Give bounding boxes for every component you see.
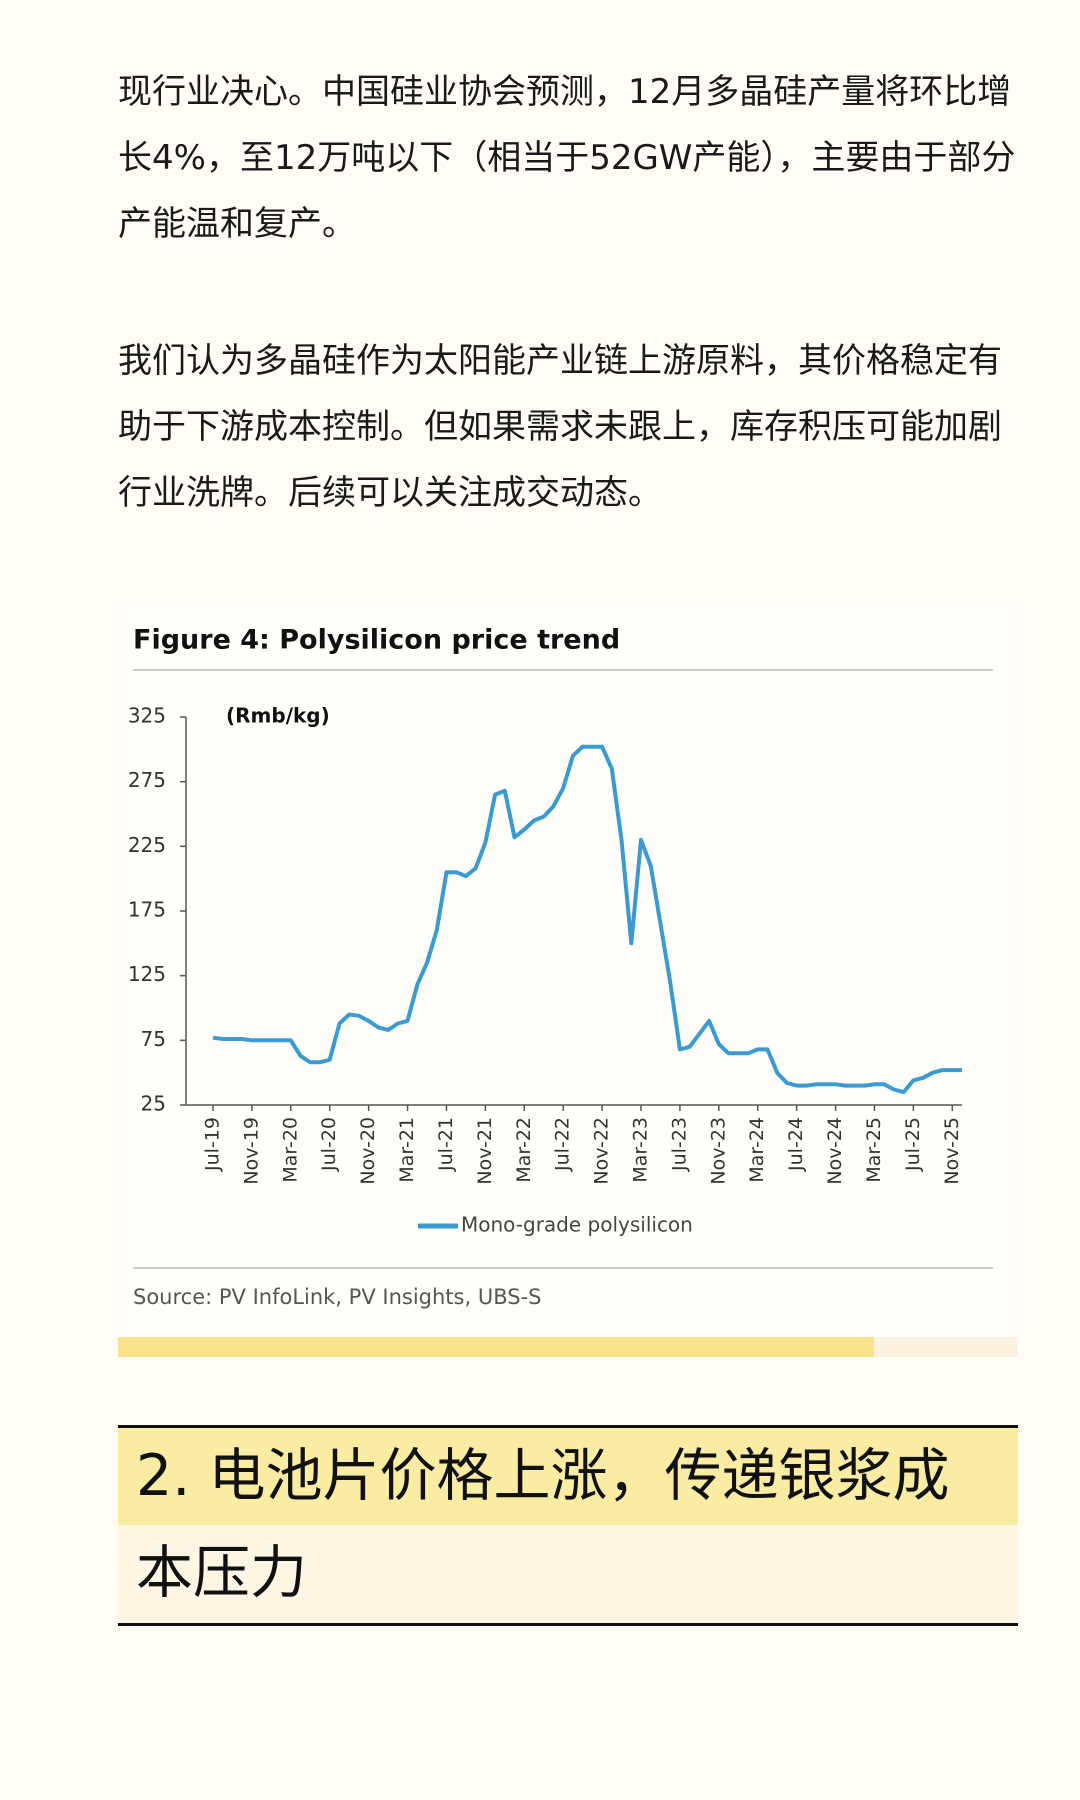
x-tick-label: Nov-19	[240, 1117, 262, 1185]
paragraph: 现行业决心。中国硅业协会预测，12月多晶硅产量将环比增长4%，至12万吨以下（相…	[118, 72, 1016, 244]
x-tick-label: Nov-20	[357, 1117, 379, 1185]
x-tick-label: Mar-24	[746, 1117, 768, 1183]
plot: 25 75 125 175 225 275 325 Jul-19 Nov-19 Mar-20 Jul…	[128, 704, 963, 1237]
x-tick-label: Nov-22	[591, 1117, 613, 1185]
x-tick-label: Jul-20	[318, 1117, 340, 1172]
x-tick-label: Jul-19	[202, 1117, 224, 1172]
y-axis-label: (Rmb/kg)	[226, 704, 330, 728]
heading-text: 2. 电池片价格上涨，传递银浆成本压力	[136, 1443, 950, 1606]
paragraph: 我们认为多晶硅作为太阳能产业链上游原料，其价格稳定有助于下游成本控制。但如果需求…	[118, 341, 1002, 513]
x-tick-label: Jul-22	[552, 1117, 574, 1172]
heading-band	[118, 1428, 1018, 1525]
x-tick-label: Mar-23	[630, 1117, 652, 1183]
chart-title: Figure 4: Polysilicon price trend	[133, 625, 620, 656]
x-tick-label: Jul-23	[668, 1117, 690, 1172]
y-tick-label: 75	[141, 1027, 166, 1051]
x-tick-label: Jul-25	[902, 1117, 924, 1172]
y-tick-label: 125	[128, 962, 166, 986]
data-line	[212, 744, 962, 1095]
x-tick-label: Jul-24	[785, 1117, 807, 1172]
x-tick-label: Nov-24	[824, 1117, 846, 1185]
x-tick-label: Mar-21	[396, 1117, 418, 1183]
x-tick-label: Nov-23	[707, 1117, 729, 1185]
y-tick-label: 275	[128, 768, 166, 792]
figure-card: Figure 4: Polysilicon price trend (Rmb/k…	[118, 601, 1018, 1357]
section-heading: 2. 电池片价格上涨，传递银浆成本压力	[118, 1425, 1018, 1626]
x-tick-label: Mar-25	[863, 1117, 885, 1183]
chart: Figure 4: Polysilicon price trend (Rmb/k…	[118, 625, 1018, 1357]
legend-label: Mono-grade polysilicon	[461, 1213, 693, 1237]
y-tick-label: 25	[141, 1092, 166, 1116]
y-tick-label: 225	[128, 833, 166, 857]
x-tick-label: Mar-20	[279, 1117, 301, 1183]
x-tick-label: Mar-22	[513, 1117, 535, 1183]
x-tick-label: Nov-21	[474, 1117, 496, 1185]
x-tick-label: Nov-25	[941, 1117, 963, 1185]
source: Source: PV InfoLink, PV Insights, UBS-S	[133, 1285, 541, 1309]
x-tick-label: Jul-21	[435, 1117, 457, 1172]
y-tick-label: 175	[128, 898, 166, 922]
y-tick-label: 325	[128, 704, 166, 728]
progress-bar	[118, 1337, 874, 1357]
